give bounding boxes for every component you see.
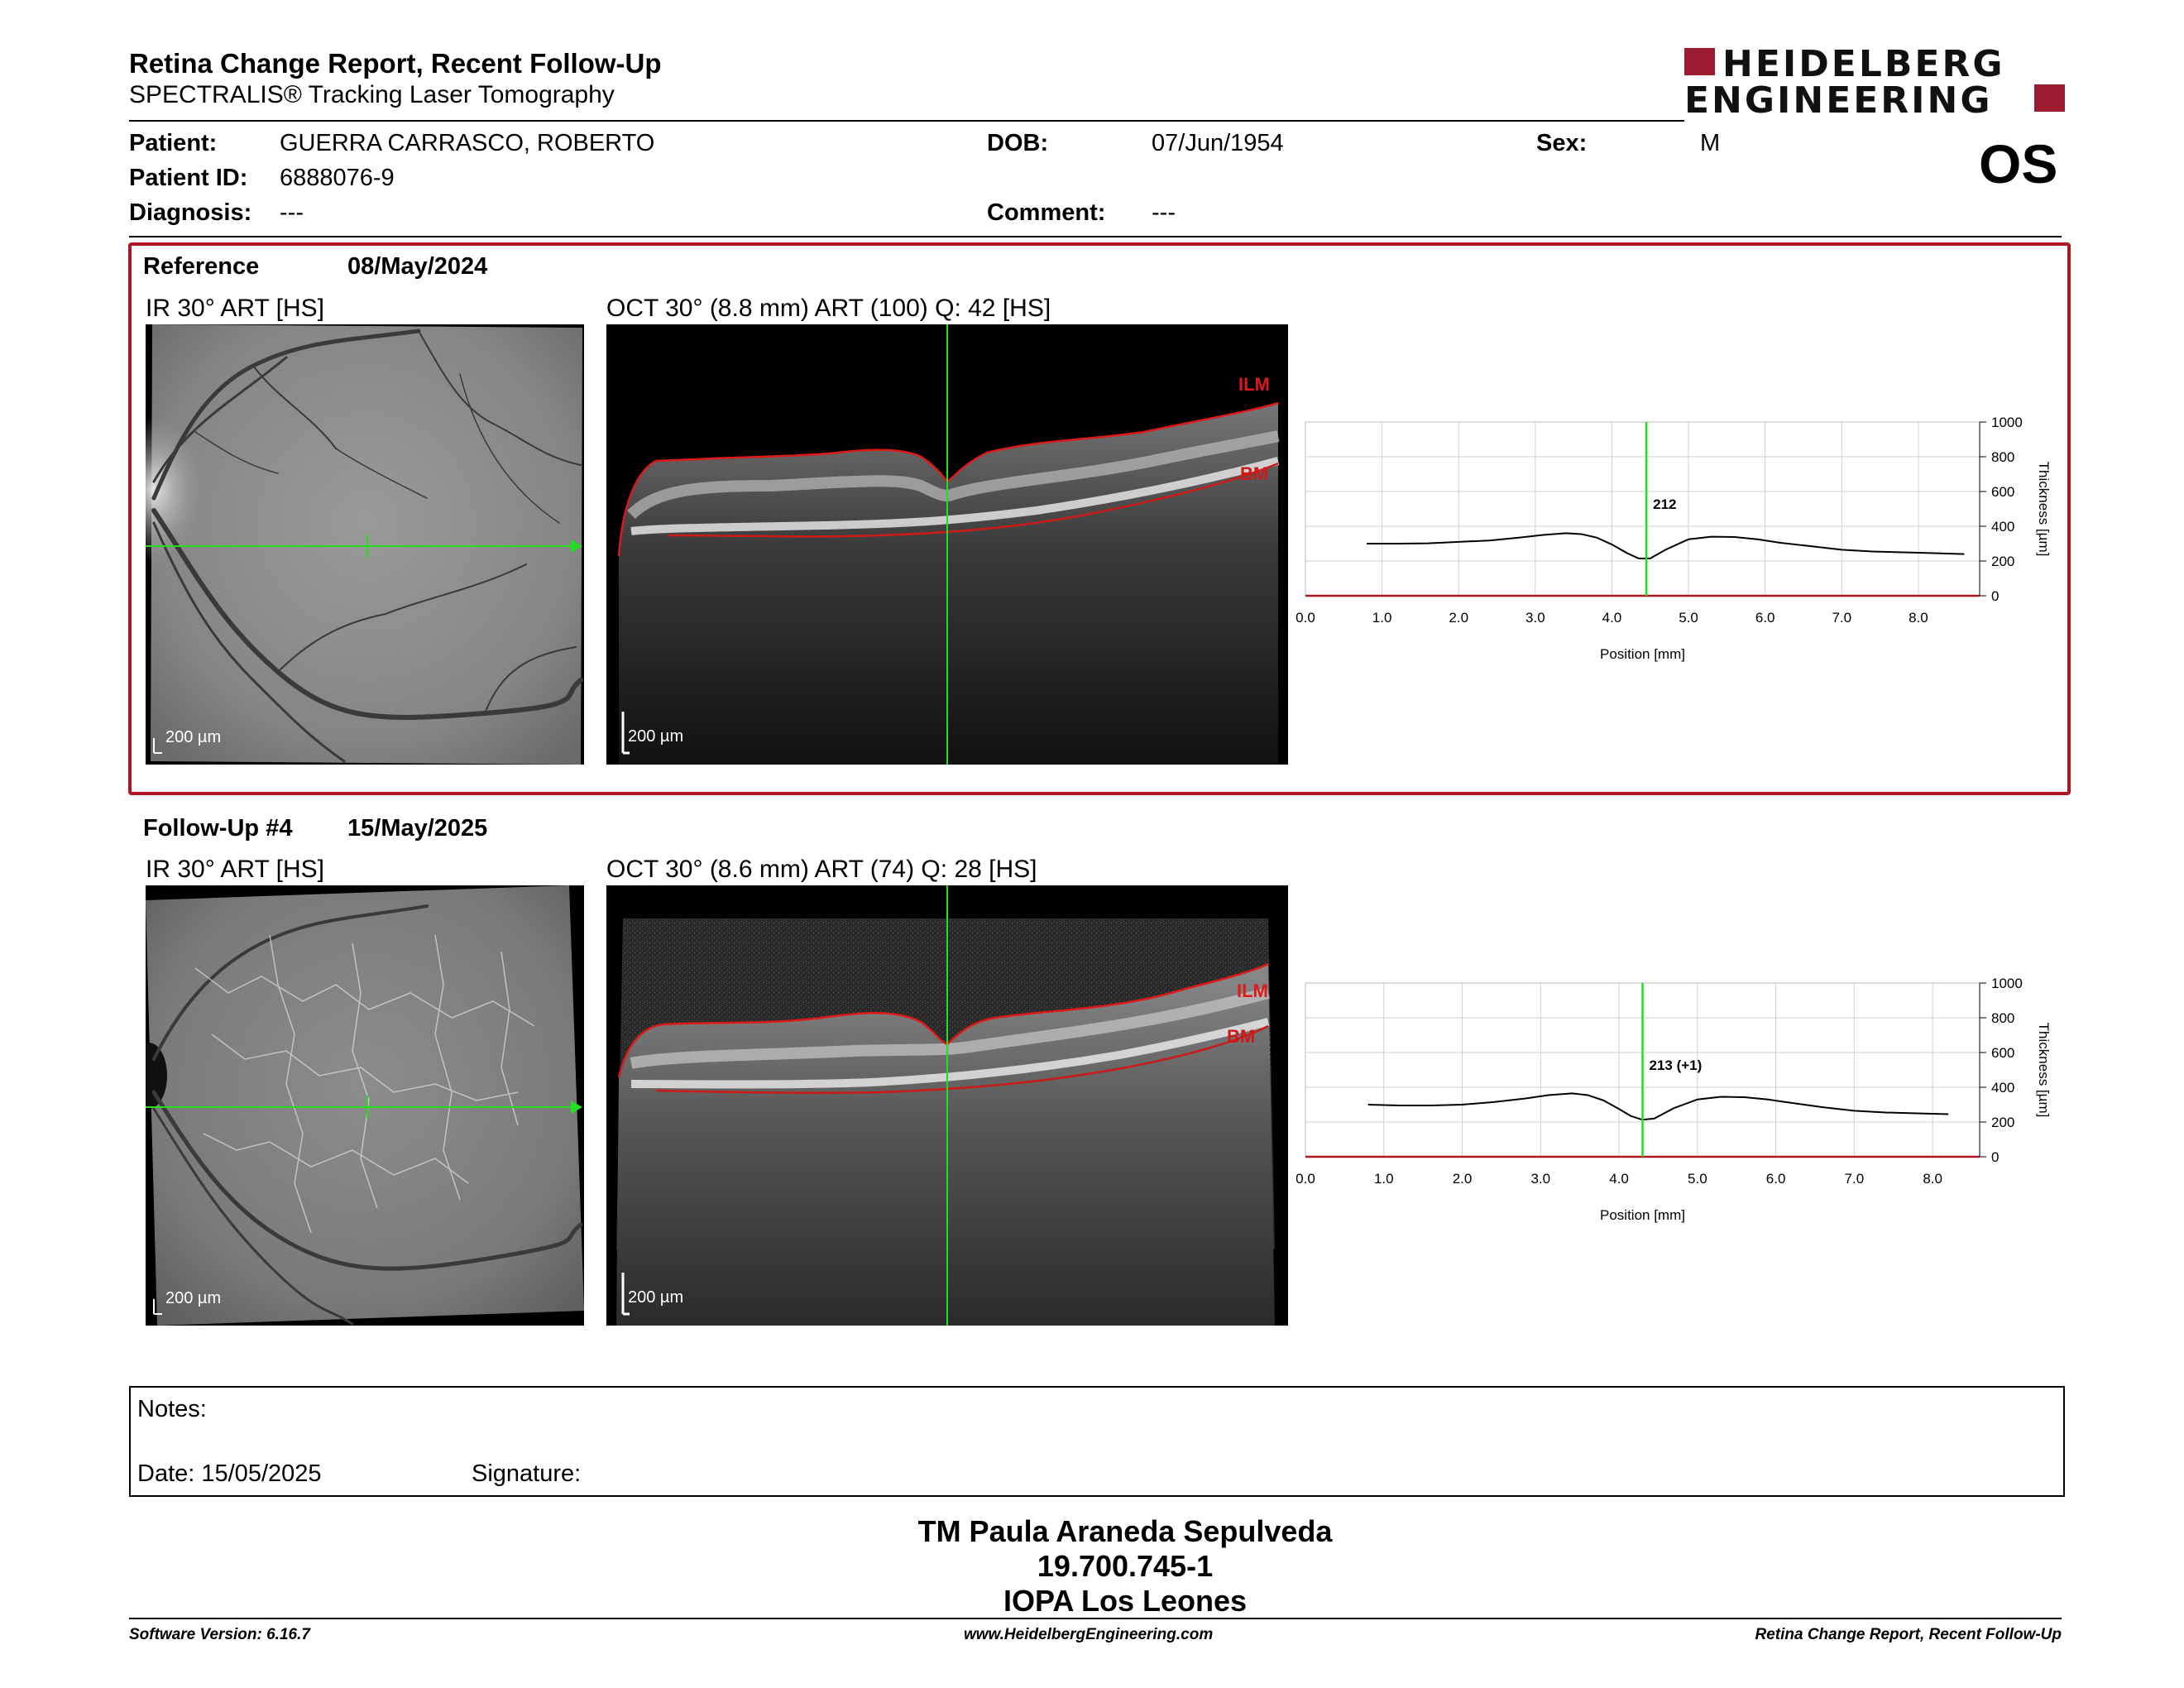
followup-oct-scale: 200 µm — [628, 1288, 684, 1307]
dob-label: DOB: — [987, 130, 1049, 156]
website-link[interactable]: www.HeidelbergEngineering.com — [964, 1626, 1214, 1643]
y-tick-label: 400 — [1991, 1080, 2014, 1096]
heidelberg-logo: HEIDELBERG ENGINEERING — [1684, 43, 2065, 122]
y-tick-label: 200 — [1991, 554, 2014, 569]
followup-bm-label: BM — [1227, 1026, 1256, 1047]
software-version: Software Version: 6.16.7 — [129, 1626, 310, 1643]
x-tick-label: 1.0 — [1374, 1171, 1394, 1187]
followup-ir-label: IR 30° ART [HS] — [146, 856, 324, 883]
y-tick-label: 1000 — [1991, 976, 2023, 991]
eye-label: OS — [1979, 133, 2058, 194]
comment-value: --- — [1152, 199, 1176, 226]
logo-line2: ENGINEERING — [1684, 79, 1993, 122]
x-tick-label: 6.0 — [1766, 1171, 1786, 1187]
diagnosis-label: Diagnosis: — [129, 199, 252, 226]
reference-oct-label: OCT 30° (8.8 mm) ART (100) Q: 42 [HS] — [606, 295, 1051, 322]
signer-org: IOPA Los Leones — [1003, 1584, 1248, 1618]
thickness-line — [1367, 532, 1965, 559]
logo-line1: HEIDELBERG — [1722, 43, 2005, 85]
x-tick-label: 3.0 — [1525, 610, 1545, 626]
x-tick-label: 7.0 — [1832, 610, 1851, 626]
reference-oct-scale: 200 µm — [628, 727, 684, 746]
patient-name-label: Patient: — [129, 130, 218, 156]
x-tick-label: 3.0 — [1530, 1171, 1550, 1187]
y-axis-label: Thickness [µm] — [2036, 1023, 2052, 1118]
cursor-value-label: 212 — [1653, 496, 1676, 512]
followup-label: Follow-Up #4 — [143, 815, 293, 842]
patient-name: GUERRA CARRASCO, ROBERTO — [280, 130, 655, 156]
reference-bm-label: BM — [1240, 463, 1269, 484]
dob-value: 07/Jun/1954 — [1152, 130, 1284, 156]
followup-ir-image: 200 µm — [146, 885, 584, 1326]
x-tick-label: 4.0 — [1609, 1171, 1629, 1187]
chart-grid — [1305, 421, 1980, 597]
x-tick-label: 5.0 — [1688, 1171, 1707, 1187]
signer-id: 19.700.745-1 — [1037, 1549, 1214, 1583]
reference-ir-image: 200 µm — [146, 324, 584, 765]
diagnosis-value: --- — [280, 199, 304, 226]
y-tick-label: 800 — [1991, 1010, 2014, 1026]
x-tick-label: 0.0 — [1296, 610, 1315, 626]
signer-name: TM Paula Araneda Sepulveda — [917, 1514, 1333, 1548]
x-tick-label: 5.0 — [1679, 610, 1698, 626]
reference-thickness-chart: 0.0 1.0 2.0 3.0 4.0 5.0 6.0 7.0 8.0 0 200 400 600 800… — [1296, 415, 2052, 662]
followup-thickness-chart: 0.0 1.0 2.0 3.0 4.0 5.0 6.0 7.0 8.0 0 200 400 600 800… — [1296, 976, 2052, 1223]
y-tick-label: 0 — [1991, 588, 1999, 604]
x-tick-label: 8.0 — [1909, 610, 1928, 626]
signature-block: TM Paula Araneda Sepulveda 19.700.745-1 … — [711, 1514, 1539, 1618]
y-tick-label: 600 — [1991, 484, 2014, 500]
reference-date: 08/May/2024 — [347, 253, 488, 280]
x-tick-label: 8.0 — [1923, 1171, 1942, 1187]
y-tick-label: 400 — [1991, 519, 2014, 535]
followup-oct-label: OCT 30° (8.6 mm) ART (74) Q: 28 [HS] — [606, 856, 1037, 883]
y-tick-label: 800 — [1991, 449, 2014, 465]
y-tick-label: 1000 — [1991, 415, 2023, 430]
reference-ilm-label: ILM — [1238, 374, 1270, 395]
comment-label: Comment: — [987, 199, 1106, 226]
patient-id: 6888076-9 — [280, 165, 395, 191]
followup-ilm-label: ILM — [1237, 981, 1268, 1001]
y-axis-label: Thickness [µm] — [2036, 462, 2052, 557]
notes-label: Notes: — [137, 1396, 207, 1422]
reference-label: Reference — [143, 253, 260, 280]
x-tick-label: 4.0 — [1602, 610, 1622, 626]
y-tick-label: 200 — [1991, 1115, 2014, 1130]
y-tick-label: 600 — [1991, 1045, 2014, 1061]
x-tick-label: 2.0 — [1449, 610, 1468, 626]
reference-panel — [128, 242, 2071, 795]
notes-box[interactable]: Notes: Date: 15/05/2025 Signature: — [129, 1386, 2065, 1497]
x-tick-label: 0.0 — [1296, 1171, 1315, 1187]
reference-ir-scale: 200 µm — [165, 728, 222, 746]
reference-ir-label: IR 30° ART [HS] — [146, 295, 324, 322]
x-tick-label: 2.0 — [1453, 1171, 1473, 1187]
followup-date: 15/May/2025 — [347, 815, 488, 842]
footer-report-name: Retina Change Report, Recent Follow-Up — [1755, 1626, 2062, 1643]
patient-id-label: Patient ID: — [129, 165, 248, 191]
cursor-value-label: 213 (+1) — [1650, 1057, 1703, 1073]
thickness-line — [1367, 1092, 1949, 1121]
x-tick-label: 7.0 — [1845, 1171, 1865, 1187]
reference-oct-image: ILM BM 200 µm — [606, 324, 1288, 765]
sex-value: M — [1700, 130, 1721, 156]
report-title: Retina Change Report, Recent Follow-Up — [129, 48, 662, 79]
report-subtitle: SPECTRALIS® Tracking Laser Tomography — [129, 81, 615, 108]
signature-label: Signature: — [472, 1460, 582, 1487]
x-tick-label: 6.0 — [1755, 610, 1775, 626]
notes-date: Date: 15/05/2025 — [137, 1460, 322, 1487]
followup-oct-image: ILM BM 200 µm — [606, 885, 1288, 1326]
y-tick-label: 0 — [1991, 1149, 1999, 1165]
x-tick-label: 1.0 — [1372, 610, 1392, 626]
plot-frame — [1305, 421, 1980, 597]
sex-label: Sex: — [1536, 130, 1588, 156]
followup-ir-scale: 200 µm — [165, 1289, 222, 1307]
x-axis-label: Position [mm] — [1600, 1207, 1685, 1223]
x-axis-label: Position [mm] — [1600, 646, 1685, 662]
